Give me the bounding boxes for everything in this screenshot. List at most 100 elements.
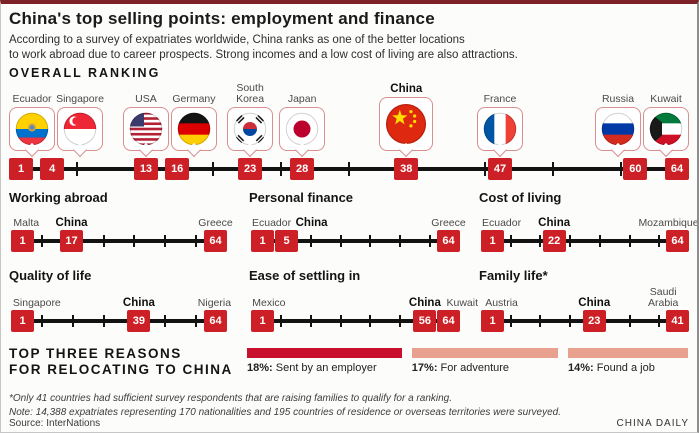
rank-box: 16 (165, 158, 190, 180)
country-label: Ecuador (251, 216, 292, 229)
flag-bubble (279, 107, 326, 151)
rank-box: 64 (204, 230, 227, 252)
country-label: Japan (287, 92, 317, 105)
footnotes: *Only 41 countries had sufficient survey… (9, 392, 561, 420)
country-label: Kuwait (650, 92, 682, 105)
scale-tick (628, 235, 631, 247)
reason-bar (247, 348, 402, 358)
country-label: Mozambique (638, 216, 699, 229)
country-label: Germany (172, 92, 216, 105)
country-label: Singapore (12, 296, 61, 309)
scale-tick (539, 315, 542, 327)
reasons-heading-line-1: TOP THREE REASONS (9, 346, 182, 361)
france-flag-icon (483, 112, 517, 146)
country-label: Nigeria (197, 296, 232, 309)
reason-item: 14%: Found a job (567, 348, 689, 374)
germany-flag-icon (177, 112, 211, 146)
country-label: China (295, 216, 328, 229)
scale-tick (309, 235, 312, 247)
scale-line (11, 319, 227, 323)
scale-tick (76, 162, 78, 176)
country-label: China (390, 82, 423, 95)
scale-tick (399, 235, 402, 247)
overall-ranking-heading: OVERALL RANKING (9, 66, 161, 80)
scale-tick (628, 315, 631, 327)
category-section: Quality of life 1 Singapore 39 China 64 Nigeri… (9, 268, 231, 342)
rank-box: 64 (437, 310, 460, 332)
scale-tick (429, 235, 432, 247)
rank-box: 17 (60, 230, 84, 252)
country-label: Kuwait (446, 296, 479, 309)
country-label: Ecuador (481, 216, 522, 229)
scale-tick (309, 315, 312, 327)
country-label: Greece (198, 216, 233, 229)
country-label: China (578, 296, 611, 309)
scale-tick (195, 235, 198, 247)
reason-label: 14%: Found a job (567, 362, 655, 374)
reason-bar (567, 348, 689, 358)
country-label: Russia (601, 92, 635, 105)
scale-tick (71, 315, 74, 327)
reasons-heading-line-2: FOR RELOCATING TO CHINA (9, 362, 233, 378)
rank-box: 56 (413, 310, 437, 332)
category-scale-chart: 1 Ecuador 22 China 64 Mozambique (481, 214, 697, 260)
scale-tick (552, 162, 554, 176)
scale-line (251, 239, 460, 243)
scale-line (481, 239, 689, 243)
rank-box: 23 (238, 158, 263, 180)
reason-percent: 18%: (247, 362, 276, 374)
rank-box: 23 (582, 310, 606, 332)
rank-box: 38 (394, 158, 419, 180)
category-section: Working abroad 1 Malta 17 China 64 Greece (9, 190, 233, 264)
category-title: Ease of settling in (249, 268, 361, 283)
reason-bar (411, 348, 558, 358)
scale-line (11, 239, 227, 243)
rank-box: 60 (623, 158, 648, 180)
kuwait-flag-icon (649, 112, 683, 146)
category-section: Ease of settling in 1 Mexico 56 China 64 Kuwai… (249, 268, 478, 342)
country-label: China (538, 216, 571, 229)
subtitle-line-2: to work abroad due to career prospects. … (9, 48, 518, 61)
footnote-family-life: *Only 41 countries had sufficient survey… (9, 393, 453, 404)
reason-item: 17%: For adventure (411, 348, 558, 374)
scale-tick (369, 315, 372, 327)
scale-tick (133, 235, 136, 247)
category-title: Working abroad (9, 190, 108, 205)
scale-tick (279, 315, 282, 327)
country-label: Saudi Arabia (648, 285, 679, 309)
scale-tick (598, 235, 601, 247)
reasons-heading: TOP THREE REASONS FOR RELOCATING TO CHIN… (9, 346, 233, 378)
south-korea-flag-icon (233, 112, 267, 146)
category-scale-chart: 1 Austria 23 China 41 Saudi Arabia (481, 286, 689, 340)
scale-tick (102, 315, 105, 327)
rank-box: 41 (666, 310, 689, 332)
scale-line (251, 319, 460, 323)
country-label: USA (135, 92, 157, 105)
rank-box: 47 (487, 158, 512, 180)
scale-tick (164, 235, 167, 247)
category-section: Personal finance 1 Ecuador 5 China 64 Greece (249, 190, 466, 264)
rank-box: 1 (9, 158, 33, 180)
reason-label: 18%: Sent by an employer (247, 362, 377, 374)
scale-tick (484, 162, 486, 176)
scale-tick (40, 235, 43, 247)
rank-box: 5 (275, 230, 298, 252)
scale-tick (348, 162, 350, 176)
rank-box: 64 (204, 310, 227, 332)
country-label: Malta (13, 216, 40, 229)
country-label: France (483, 92, 517, 105)
scale-tick (369, 235, 372, 247)
rank-box: 1 (11, 230, 34, 252)
japan-flag-icon (285, 112, 319, 146)
country-label: Mexico (252, 296, 286, 309)
country-label: China (408, 296, 441, 309)
flag-bubble (57, 107, 103, 151)
country-label: China (122, 296, 155, 309)
rank-box: 22 (542, 230, 566, 252)
scale-tick (280, 162, 282, 176)
ecuador-flag-icon (15, 112, 49, 146)
category-title: Quality of life (9, 268, 92, 283)
source-label: Source: InterNations (9, 418, 101, 429)
rank-box: 28 (290, 158, 315, 180)
rank-box: 64 (665, 158, 689, 180)
